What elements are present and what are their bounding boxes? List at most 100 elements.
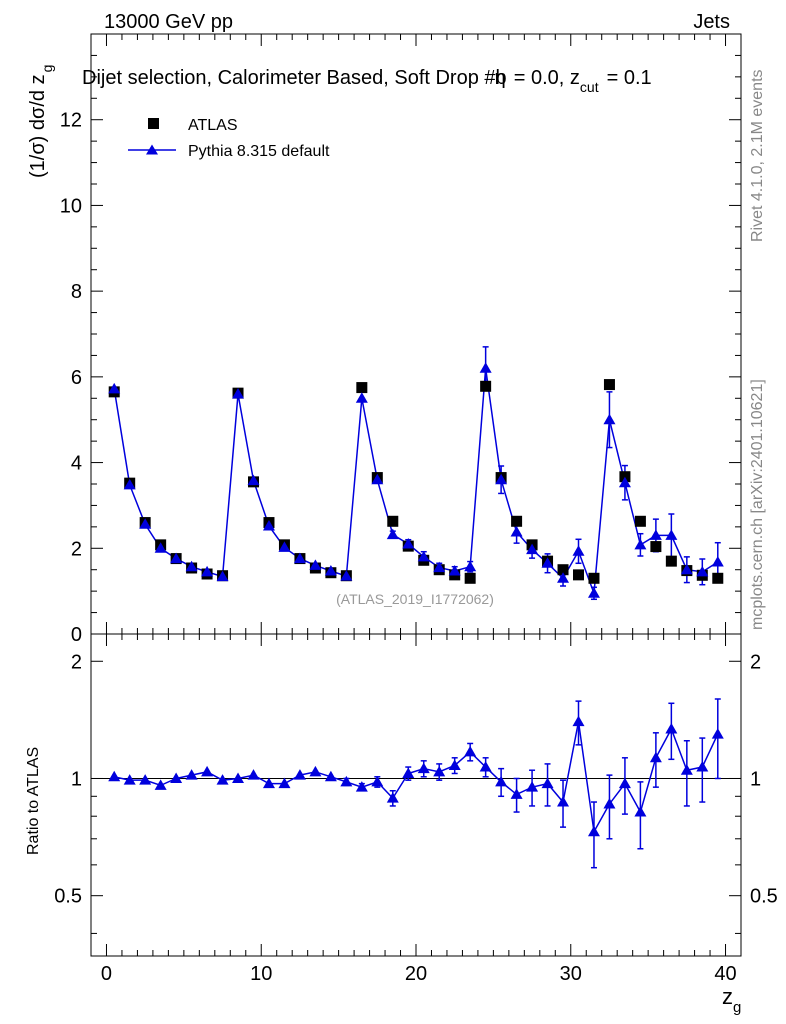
pythia-data-point (170, 552, 183, 564)
ratio-y-tick-label: 2 (71, 651, 82, 673)
pythia-data-point (371, 473, 384, 485)
main-y-tick-label: 0 (71, 624, 82, 646)
ratio-data-point (293, 769, 306, 780)
ratio-y-tick-label-right: 0.5 (750, 886, 778, 908)
ratio-data-point (433, 765, 446, 777)
pythia-series-line (113, 368, 719, 594)
pythia-data-point (680, 563, 693, 575)
ratio-y-tick-label: 0.5 (54, 886, 82, 908)
ratio-data-point (355, 781, 368, 792)
pythia-data-point (278, 541, 291, 552)
main-y-tick-label: 10 (60, 195, 82, 217)
pythia-data-point (216, 570, 229, 582)
ratio-data-point (216, 774, 229, 785)
pythia-data-point (464, 560, 477, 572)
pythia-data-point (618, 476, 631, 488)
ratio-data-point (324, 770, 337, 782)
ratio-x-tick-label: 30 (560, 963, 582, 985)
pythia-data-point (386, 528, 399, 540)
ratio-data-point (402, 767, 415, 778)
ratio-y-tick-label: 1 (71, 768, 82, 790)
pythia-data-point (603, 413, 616, 425)
pythia-data-point (232, 388, 245, 399)
ratio-data-point (371, 775, 384, 787)
atlas-data-point (387, 515, 399, 527)
ratio-data-point (123, 774, 136, 785)
ratio-data-point (587, 825, 600, 837)
ratio-data-point (696, 761, 709, 772)
ratio-data-point (479, 761, 492, 772)
pythia-data-point (201, 565, 214, 577)
pythia-data-point (139, 518, 152, 529)
legend-atlas-marker (148, 118, 159, 129)
ratio-ylabel: Ratio to ATLAS (25, 747, 42, 855)
ratio-x-tick-label: 40 (714, 963, 736, 985)
ratio-data-point (495, 775, 508, 787)
plot-title-tail: = 0.1 (607, 67, 652, 89)
pythia-data-point (185, 560, 198, 572)
atlas-data-point (464, 572, 476, 584)
ratio-x-tick-label: 0 (101, 963, 112, 985)
legend: ATLAS Pythia 8.315 default (128, 117, 330, 160)
plot-title: Dijet selection, Calorimeter Based, Soft… (82, 67, 652, 95)
main-y-tick-label: 8 (71, 281, 82, 303)
pythia-data-point (154, 542, 167, 553)
pythia-data-point (309, 559, 322, 570)
pythia-data-point (634, 538, 647, 550)
pythia-data-point (510, 526, 523, 537)
ratio-data-point (618, 777, 631, 789)
analysis-watermark: (ATLAS_2019_I1772062) (336, 591, 494, 607)
pythia-data-point (649, 529, 662, 540)
ratio-data-point (680, 764, 693, 775)
pythia-data-point (293, 552, 306, 564)
pythia-data-point (448, 565, 461, 576)
pythia-data-point (479, 362, 492, 373)
pythia-data-point (402, 538, 415, 549)
ratio-data-point (139, 774, 152, 785)
main-y-tick-label: 4 (71, 453, 82, 475)
ratio-data-point (262, 777, 275, 789)
main-y-tick-label: 2 (71, 538, 82, 560)
pythia-data-point (123, 478, 136, 490)
ratio-data-point (649, 751, 662, 763)
pythia-data-point (108, 382, 121, 394)
plot-title-params: = 0.0, z (514, 67, 580, 89)
pythia-data-point (495, 473, 508, 485)
atlas-data-point (665, 555, 677, 567)
pythia-data-point (324, 565, 337, 576)
ratio-data-point (417, 762, 430, 774)
ratio-data-point (510, 788, 523, 799)
atlas-data-point (557, 564, 569, 576)
ratio-data-point (232, 772, 245, 783)
plot-title-main: Dijet selection, Calorimeter Based, Soft… (82, 67, 507, 89)
pythia-data-point (433, 561, 446, 573)
pythia-data-point (696, 565, 709, 577)
ratio-data-point (526, 781, 539, 792)
main-ylabel: (1/σ) dσ/d zg (27, 65, 55, 178)
atlas-data-point (634, 515, 646, 527)
pythia-data-point (572, 545, 585, 556)
pythia-data-point (711, 556, 724, 567)
legend-atlas-label: ATLAS (188, 117, 238, 134)
ratio-data-point (603, 797, 616, 809)
ratio-data-point (386, 792, 399, 803)
atlas-data-point (480, 380, 492, 392)
atlas-data-point (573, 569, 584, 581)
legend-pythia-marker (146, 144, 158, 155)
pythia-data-point (417, 550, 430, 562)
energy-label: 13000 GeV pp (104, 11, 233, 33)
atlas-data-point (650, 541, 662, 553)
pythia-data-point (262, 520, 275, 531)
ratio-data-point (711, 728, 724, 739)
legend-pythia-label: Pythia 8.315 default (188, 143, 330, 160)
main-plot-area (108, 346, 724, 601)
ratio-data-point (572, 715, 585, 727)
ratio-plot-area (91, 698, 741, 869)
rivet-version-label: Rivet 4.1.0, 2.1M events (749, 69, 766, 242)
eta-symbol: η (495, 67, 506, 89)
ratio-data-point (541, 777, 554, 789)
ratio-y-tick-label-right: 2 (750, 651, 761, 673)
ratio-panel-frame (90, 633, 742, 957)
